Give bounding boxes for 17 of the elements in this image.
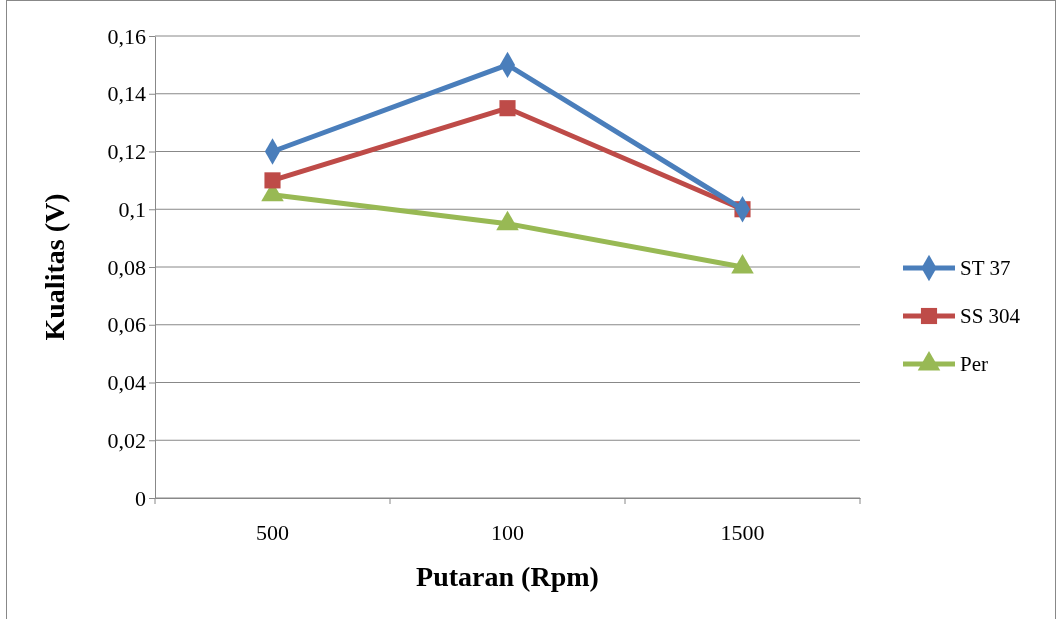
legend-label: Per	[960, 352, 988, 376]
y-tick-label: 0,1	[118, 196, 146, 222]
x-axis-title: Putaran (Rpm)	[416, 561, 599, 592]
y-tick-label: 0,14	[107, 81, 146, 107]
legend-label: ST 37	[960, 256, 1011, 280]
y-tick-label: 0,12	[107, 139, 146, 165]
x-tick-label: 100	[491, 520, 524, 545]
y-axis-title: Kualitas (V)	[39, 193, 70, 341]
y-tick-label: 0,06	[107, 312, 146, 338]
y-tick-label: 0,16	[107, 23, 146, 49]
x-tick-label: 500	[256, 520, 289, 545]
legend-label: SS 304	[960, 304, 1021, 328]
y-tick-label: 0,08	[107, 254, 146, 280]
y-tick-label: 0,02	[107, 427, 146, 453]
x-tick-label: 1500	[720, 520, 765, 545]
y-tick-label: 0,04	[107, 370, 146, 396]
y-tick-label: 0	[135, 485, 146, 511]
